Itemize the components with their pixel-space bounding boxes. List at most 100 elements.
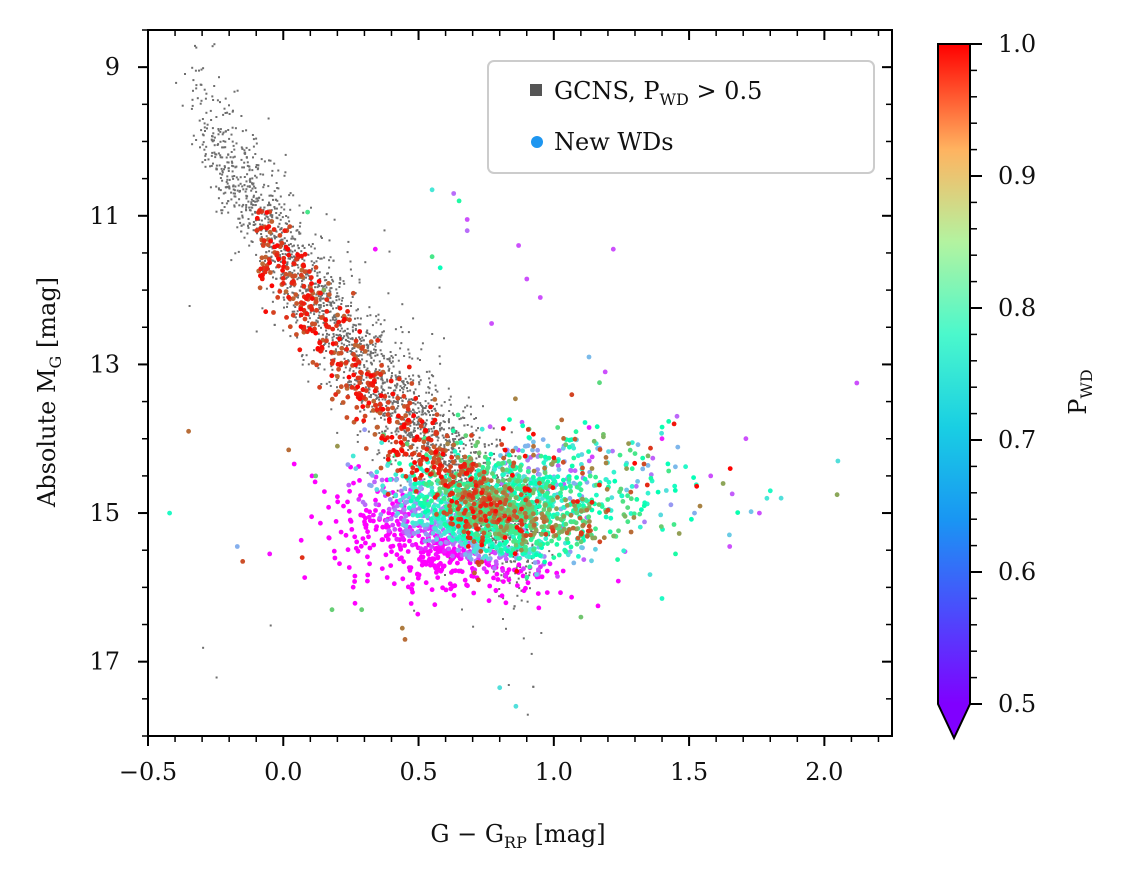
new-wd-point — [348, 519, 354, 524]
new-wd-point — [428, 450, 434, 456]
gcns-point — [243, 161, 246, 164]
gcns-point — [232, 144, 235, 147]
gcns-point — [473, 451, 475, 454]
gcns-point — [446, 439, 448, 442]
gcns-point — [239, 221, 242, 224]
gcns-point — [377, 449, 380, 452]
new-wd-point — [663, 488, 669, 493]
gcns-point — [428, 391, 430, 394]
new-wd-point — [642, 519, 647, 525]
gcns-point — [250, 206, 253, 209]
new-wd-point — [362, 519, 367, 525]
new-wd-point — [580, 470, 585, 476]
new-wd-point — [290, 312, 296, 318]
gcns-point — [360, 350, 363, 353]
new-wd-point — [352, 342, 358, 348]
new-wd-point — [545, 541, 550, 546]
gcns-point — [195, 46, 198, 49]
new-wd-point — [511, 460, 517, 466]
gcns-point — [273, 237, 276, 240]
gcns-point — [234, 252, 237, 255]
gcns-point — [448, 459, 451, 462]
new-wd-point — [526, 435, 532, 440]
new-wd-point — [591, 438, 597, 444]
gcns-point — [335, 318, 338, 321]
gcns-point — [427, 441, 430, 444]
new-wd-point — [469, 433, 474, 438]
gcns-point — [216, 144, 219, 146]
gcns-point — [348, 340, 351, 343]
gcns-point — [241, 214, 244, 217]
new-wd-point — [373, 508, 378, 513]
new-wd-point — [346, 508, 352, 514]
new-wd-point — [668, 502, 674, 508]
new-wd-point — [673, 551, 678, 557]
new-wd-point — [384, 518, 389, 523]
new-wd-point — [610, 448, 615, 454]
gcns-point — [528, 574, 531, 577]
gcns-point — [408, 375, 411, 378]
gcns-point — [232, 109, 234, 112]
gcns-point — [462, 459, 465, 462]
gcns-point — [426, 431, 429, 434]
gcns-point — [466, 424, 469, 426]
new-wd-point — [615, 557, 620, 562]
gcns-point — [462, 474, 465, 477]
gcns-point — [514, 560, 516, 563]
gcns-point — [213, 139, 215, 142]
gcns-point — [223, 206, 226, 208]
gcns-point — [295, 321, 298, 324]
gcns-point — [240, 230, 243, 233]
new-wd-point — [268, 270, 273, 275]
new-wd-point — [507, 417, 512, 422]
gcns-point — [301, 245, 304, 247]
gcns-point — [267, 185, 270, 188]
gcns-point — [374, 335, 377, 338]
gcns-point — [346, 340, 349, 342]
new-wd-point — [394, 552, 400, 558]
gcns-point — [196, 97, 199, 100]
gcns-point — [313, 313, 316, 316]
gcns-point — [504, 454, 507, 457]
new-wd-point — [764, 495, 770, 501]
new-wd-point — [580, 522, 586, 528]
gcns-point — [316, 286, 319, 289]
gcns-point — [242, 223, 245, 226]
gcns-point — [245, 129, 248, 132]
gcns-point — [367, 349, 370, 352]
gcns-point — [211, 135, 213, 138]
gcns-point — [253, 224, 256, 226]
gcns-point — [335, 296, 338, 298]
gcns-point — [233, 189, 236, 192]
gcns-point — [454, 478, 457, 481]
gcns-point — [232, 192, 235, 195]
gcns-point — [306, 289, 309, 292]
new-wd-point — [345, 462, 351, 467]
new-wd-point — [481, 566, 487, 571]
new-wd-point — [479, 559, 484, 565]
gcns-point — [296, 336, 299, 339]
gcns-point — [275, 212, 278, 214]
new-wd-point — [542, 559, 547, 565]
new-wd-point — [499, 593, 505, 599]
gcns-point — [377, 313, 380, 316]
new-wd-point — [455, 560, 460, 566]
gcns-point — [228, 178, 231, 181]
gcns-point — [219, 154, 222, 157]
gcns-point — [245, 156, 248, 159]
gcns-point — [419, 402, 422, 405]
gcns-point — [412, 420, 414, 423]
gcns-point — [447, 440, 450, 443]
new-wd-point — [543, 531, 549, 537]
new-wd-point — [442, 530, 448, 535]
gcns-point — [240, 224, 243, 227]
gcns-point — [355, 350, 358, 353]
gcns-point — [237, 184, 240, 187]
gcns-point — [289, 285, 292, 288]
gcns-point — [443, 401, 446, 404]
new-wd-point — [457, 482, 462, 488]
gcns-point — [548, 534, 551, 537]
gcns-point — [392, 400, 395, 403]
gcns-point — [334, 348, 337, 351]
gcns-point — [348, 332, 351, 335]
